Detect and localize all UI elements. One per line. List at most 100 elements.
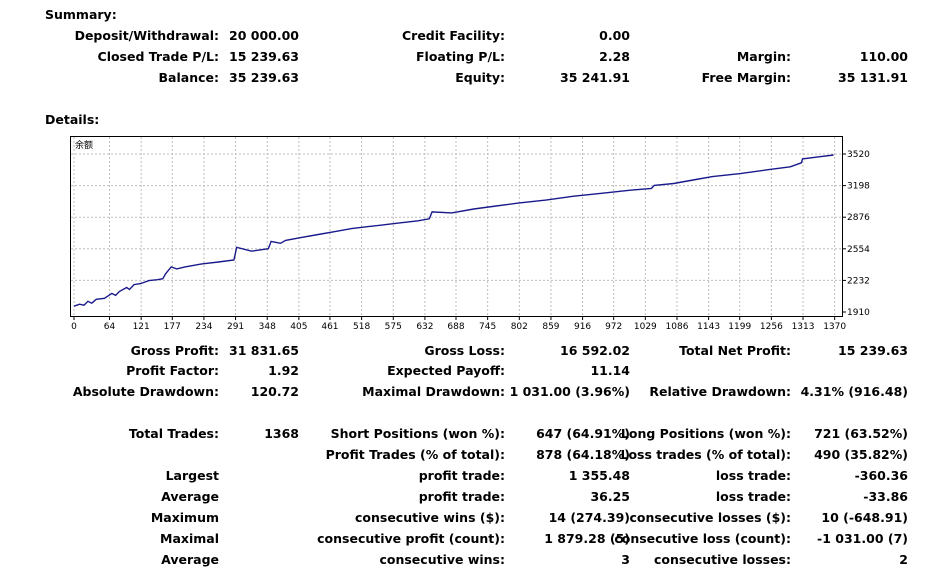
chart-grid [71,137,842,316]
x-tick-label: 1370 [823,322,846,332]
absolute-drawdown-value: 120.72 [250,384,299,399]
x-tick-label: 1256 [760,322,783,332]
x-tick-label: 405 [290,322,307,332]
relative-drawdown-value: 4.31% (916.48) [800,384,908,399]
maximal-consecutive-loss-value: -1 031.00 (7) [817,531,908,546]
average-profit-label: profit trade: [418,489,505,504]
largest-profit-value: 1 355.48 [568,468,630,483]
expected-payoff-label: Expected Payoff: [387,363,505,378]
x-tick-label: 688 [447,322,464,332]
average-label: Average [161,489,219,504]
x-tick-label: 632 [416,322,433,332]
max-consecutive-wins-label: consecutive wins ($): [354,510,505,525]
average-loss-label: loss trade: [715,489,791,504]
floating-pl-label: Floating P/L: [416,49,505,64]
avg-consecutive-wins-label: consecutive wins: [379,552,505,567]
margin-label: Margin: [736,49,791,64]
x-axis-ticks: 0 64 121 177 234 291 348 405 461 518 575 632 688 745 8… [71,316,846,332]
relative-drawdown-label: Relative Drawdown: [649,384,791,399]
maximal-consecutive-loss-label: consecutive loss (count): [614,531,791,546]
maximal-consecutive-profit-value: 1 879.28 (5) [544,531,630,546]
maximal-consecutive-profit-label: consecutive profit (count): [317,531,505,546]
x-tick-label: 461 [321,322,338,332]
total-net-profit-label: Total Net Profit: [679,343,791,358]
short-positions-label: Short Positions (won %): [330,426,505,441]
margin-value: 110.00 [859,49,908,64]
closed-pl-label: Closed Trade P/L: [97,49,219,64]
average-loss-value: -33.86 [863,489,908,504]
free-margin-value: 35 131.91 [838,70,908,85]
maximal-label: Maximal [160,531,219,546]
x-tick-label: 291 [227,322,244,332]
x-tick-label: 575 [385,322,402,332]
closed-pl-value: 15 239.63 [229,49,299,64]
y-tick-label: 25543 [847,245,870,255]
summary-heading: Summary: [45,7,117,22]
x-tick-label: 121 [133,322,150,332]
x-tick-label: 177 [164,322,181,332]
x-tick-label: 1199 [728,322,751,332]
y-tick-label: 22324 [847,276,870,286]
gross-profit-label: Gross Profit: [130,343,219,358]
x-tick-label: 1086 [666,322,689,332]
absolute-drawdown-label: Absolute Drawdown: [72,384,219,399]
x-tick-label: 1029 [634,322,657,332]
x-tick-label: 64 [104,322,116,332]
average-consecutive-label: Average [161,552,219,567]
details-heading: Details: [45,112,100,127]
x-tick-label: 0 [71,322,77,332]
balance-value: 35 239.63 [229,70,299,85]
credit-label: Credit Facility: [401,28,505,43]
x-tick-label: 518 [353,322,370,332]
avg-consecutive-wins-value: 3 [621,552,630,567]
maximal-drawdown-label: Maximal Drawdown: [362,384,505,399]
x-tick-label: 859 [542,322,559,332]
profit-factor-label: Profit Factor: [126,363,219,378]
largest-profit-label: profit trade: [418,468,505,483]
y-tick-label: 35200 [847,150,870,160]
deposit-value: 20 000.00 [229,28,299,43]
loss-trades-label: Loss trades (% of total): [620,447,791,462]
profit-factor-value: 1.92 [268,363,299,378]
deposit-label: Deposit/Withdrawal: [74,28,219,43]
average-profit-value: 36.25 [590,489,630,504]
x-tick-label: 234 [195,322,212,332]
equity-value: 35 241.91 [560,70,630,85]
total-trades-label: Total Trades: [128,426,219,441]
gross-loss-label: Gross Loss: [424,343,505,358]
largest-loss-value: -360.36 [854,468,908,483]
y-tick-label: 19105 [847,308,870,318]
maximal-drawdown-value: 1 031.00 (3.96%) [509,384,630,399]
avg-consecutive-losses-label: consecutive losses: [653,552,791,567]
gross-profit-value: 31 831.65 [229,343,299,358]
x-tick-label: 916 [574,322,591,332]
chart-title: 余额 [75,139,93,151]
avg-consecutive-losses-value: 2 [899,552,908,567]
x-tick-label: 348 [259,322,276,332]
long-positions-value: 721 (63.52%) [814,426,908,441]
x-tick-label: 1313 [792,322,815,332]
x-tick-label: 972 [605,322,622,332]
short-positions-value: 647 (64.91%) [536,426,630,441]
credit-value: 0.00 [599,28,630,43]
maximum-label: Maximum [150,510,219,525]
gross-loss-value: 16 592.02 [560,343,630,358]
total-net-profit-value: 15 239.63 [838,343,908,358]
largest-label: Largest [165,468,219,483]
max-consecutive-wins-value: 14 (274.39) [548,510,630,525]
long-positions-label: Long Positions (won %): [620,426,791,441]
x-tick-label: 1143 [697,322,720,332]
x-tick-label: 802 [511,322,528,332]
balance-label: Balance: [158,70,219,85]
expected-payoff-value: 11.14 [590,363,630,378]
y-tick-label: 31981 [847,182,870,192]
loss-trades-value: 490 (35.82%) [814,447,908,462]
balance-line [73,154,834,307]
profit-trades-label: Profit Trades (% of total): [325,447,505,462]
max-consecutive-losses-value: 10 (-648.91) [821,510,908,525]
max-consecutive-losses-label: consecutive losses ($): [629,510,791,525]
profit-trades-value: 878 (64.18%) [536,447,630,462]
